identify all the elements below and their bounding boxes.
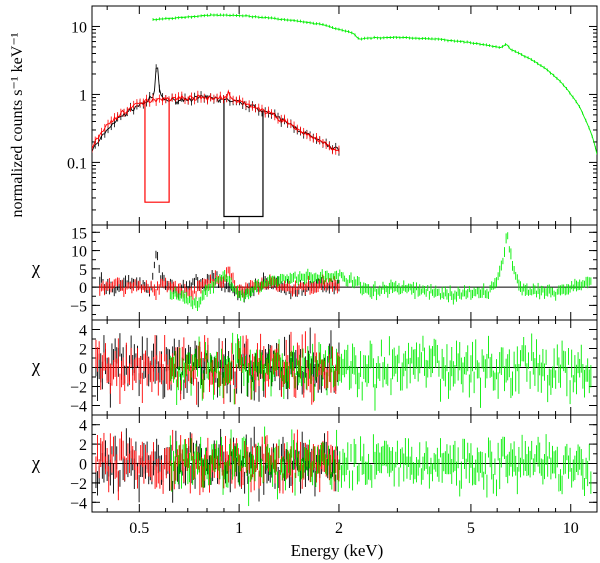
x-axis-label: Energy (keV) xyxy=(291,541,384,560)
panel-residuals-3: −4 −2 0 2 4 0.5 1 2 5 10 xyxy=(70,414,598,537)
series-red xyxy=(92,89,340,203)
y-tick-label: −5 xyxy=(70,298,87,315)
y-tick-label: 5 xyxy=(79,262,87,279)
series-green xyxy=(152,13,597,155)
y-axis-label-residuals-3: χ xyxy=(31,453,41,474)
y-tick-label: −2 xyxy=(70,476,87,493)
y-axis-label-residuals-1: χ xyxy=(31,258,41,279)
y-axis-label-spectrum: normalized counts s⁻¹ keV⁻¹ xyxy=(9,32,26,217)
panel-data xyxy=(99,232,592,311)
y-axis-label-residuals-2: χ xyxy=(31,356,41,377)
x-tick-label: 0.5 xyxy=(129,520,149,537)
y-tick-label: 2 xyxy=(79,342,87,359)
panel-data xyxy=(92,13,597,218)
series-red xyxy=(99,266,340,300)
y-tick-label: 0 xyxy=(79,280,87,297)
y-tick-label: 15 xyxy=(71,225,87,242)
panel-spectrum: 0.1 1 10 xyxy=(67,5,598,226)
spectrum-line xyxy=(92,67,340,152)
x-tick-label: 10 xyxy=(563,520,579,537)
series-red xyxy=(95,331,340,405)
y-tick-label: 10 xyxy=(71,19,87,36)
panel-data xyxy=(95,327,592,411)
y-tick-label: −4 xyxy=(70,495,87,512)
y-tick-label: −2 xyxy=(70,380,87,397)
panel-residuals-2: −4 −2 0 2 4 xyxy=(70,319,598,416)
panel-data xyxy=(95,426,592,507)
y-tick-label: 4 xyxy=(79,323,87,340)
series-black xyxy=(92,64,340,218)
x-tick-label: 5 xyxy=(467,520,475,537)
y-tick-label: 2 xyxy=(79,437,87,454)
y-tick-label: 0.1 xyxy=(67,155,87,172)
series-red xyxy=(95,429,340,501)
spectrum-line xyxy=(152,14,597,155)
y-tick-label: 10 xyxy=(71,244,87,261)
series-green xyxy=(169,332,592,411)
y-tick-label: −4 xyxy=(70,399,87,416)
panel-frame xyxy=(91,5,598,226)
x-tick-label: 2 xyxy=(335,520,343,537)
y-tick-label: 4 xyxy=(79,418,87,435)
panel-frame xyxy=(91,224,598,321)
data-gap-step xyxy=(144,98,170,203)
series-green xyxy=(169,232,592,311)
y-tick-label: 0 xyxy=(79,457,87,474)
y-tick-label: 1 xyxy=(79,87,87,104)
data-gap-step xyxy=(223,99,264,218)
spectrum-line xyxy=(92,89,340,152)
series-green xyxy=(169,426,592,507)
x-tick-label: 1 xyxy=(235,520,243,537)
y-tick-label: 0 xyxy=(79,361,87,378)
